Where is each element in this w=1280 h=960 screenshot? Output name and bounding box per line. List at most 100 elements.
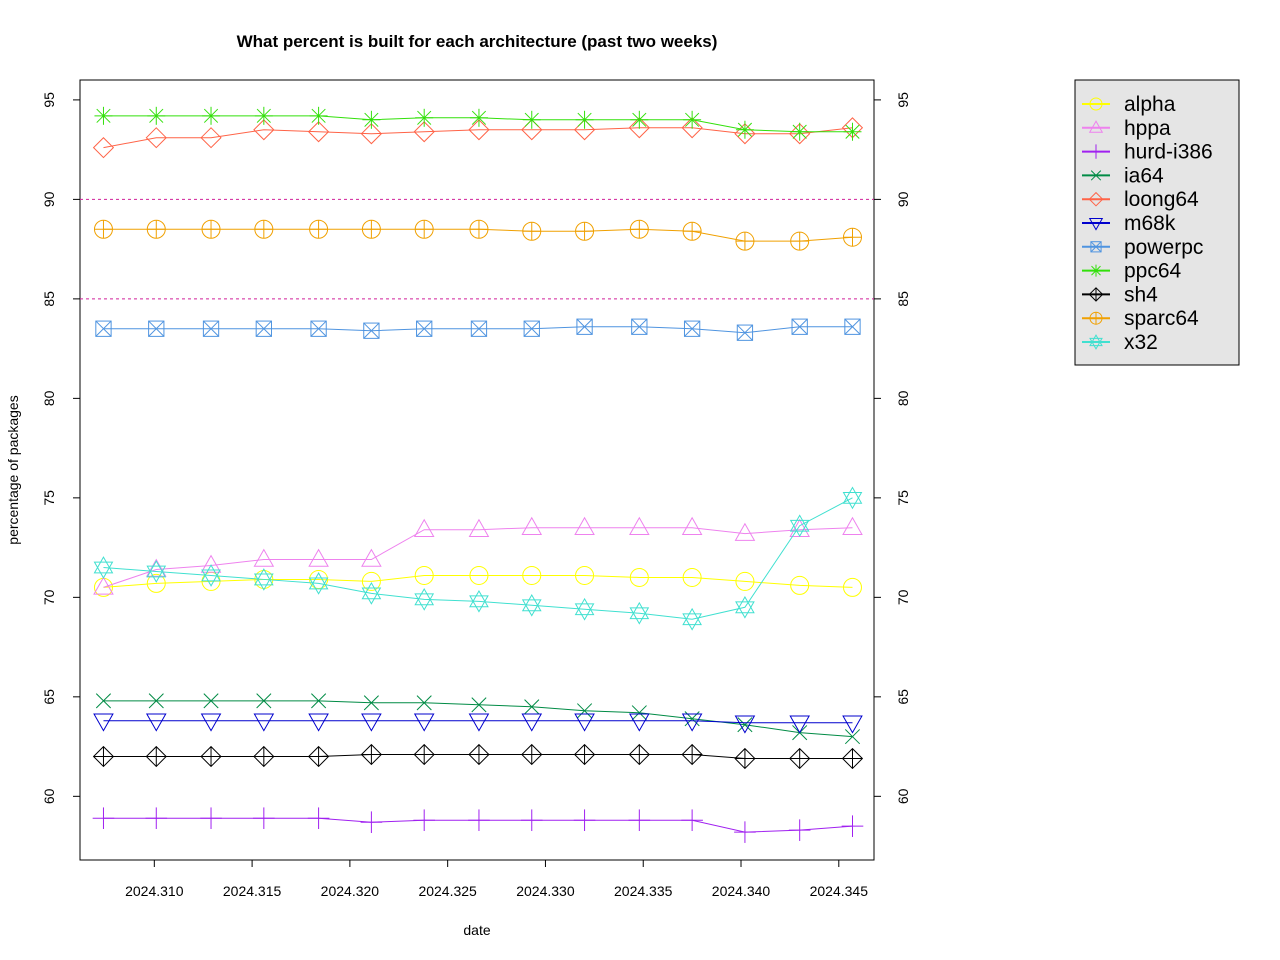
y-tick-label-right: 80 — [895, 390, 911, 406]
y-tick-label-left: 75 — [41, 490, 57, 506]
data-point-loong64 — [681, 117, 703, 139]
data-point-ia64 — [311, 693, 327, 709]
data-point-x32 — [842, 486, 863, 510]
data-point-ppc64 — [254, 106, 273, 125]
data-point-sh4 — [628, 743, 650, 766]
data-point-powerpc — [470, 320, 488, 337]
data-point-powerpc — [148, 320, 165, 337]
data-point-powerpc — [736, 324, 754, 341]
legend-item-alpha: alpha — [1082, 93, 1176, 116]
data-point-hurd-i386 — [573, 809, 596, 832]
legend-item-sparc64: sparc64 — [1082, 307, 1199, 330]
series-line-alpha — [103, 574, 853, 588]
y-tick-label-right: 75 — [895, 490, 911, 506]
data-point-ia64 — [256, 693, 272, 709]
legend-label: x32 — [1124, 331, 1158, 354]
data-point-loong64 — [360, 123, 383, 145]
legend-marker — [1088, 191, 1104, 207]
data-point-x32 — [93, 556, 114, 579]
data-point-hppa — [145, 558, 167, 577]
data-point-sparc64 — [361, 219, 381, 239]
series-sparc64 — [93, 219, 862, 251]
data-point-m68k — [734, 715, 756, 734]
data-point-alpha — [682, 567, 702, 587]
data-point-sh4 — [521, 743, 543, 766]
data-point-m68k — [200, 713, 222, 732]
data-point-ia64 — [577, 703, 593, 719]
data-point-hurd-i386 — [468, 809, 490, 832]
legend-label: m68k — [1124, 212, 1176, 235]
data-point-hppa — [521, 516, 543, 535]
data-point-loong64 — [200, 127, 222, 149]
data-point-sh4 — [92, 745, 115, 768]
legend-item-m68k: m68k — [1082, 212, 1176, 235]
legend-label: alpha — [1124, 93, 1176, 116]
data-point-hppa — [413, 518, 435, 537]
chart-title: What percent is built for each architect… — [237, 32, 718, 51]
data-point-ppc64 — [147, 106, 166, 125]
series-ppc64 — [94, 106, 862, 141]
reference-lines — [80, 198, 874, 300]
data-point-hppa — [361, 548, 382, 567]
series-powerpc — [95, 318, 861, 341]
y-axis-right: 60 65 70 75 80 85 90 95 — [874, 92, 911, 804]
data-point-x32 — [469, 589, 489, 613]
data-point-loong64 — [413, 121, 435, 143]
data-point-ia64 — [631, 705, 647, 721]
data-point-sh4 — [734, 747, 756, 770]
data-point-m68k — [93, 713, 114, 732]
data-point-hurd-i386 — [734, 821, 756, 843]
data-point-hurd-i386 — [788, 819, 811, 841]
data-point-m68k — [681, 713, 703, 732]
data-point-m68k — [574, 713, 595, 732]
x-tick-label: 2024.340 — [712, 883, 771, 899]
data-point-ppc64 — [522, 110, 541, 129]
data-point-hurd-i386 — [360, 811, 383, 833]
data-point-sparc64 — [146, 219, 166, 239]
data-point-ppc64 — [575, 110, 594, 129]
y-axis-left: 60 65 70 75 80 85 90 95 — [41, 92, 80, 804]
data-point-ppc64 — [735, 120, 754, 139]
data-point-x32 — [308, 572, 329, 595]
data-point-sh4 — [573, 743, 596, 766]
data-point-sparc64 — [629, 219, 649, 239]
legend-marker — [1090, 264, 1102, 277]
data-point-hppa — [574, 516, 595, 535]
y-tick-label-left: 90 — [41, 191, 57, 207]
data-point-alpha — [254, 569, 274, 589]
data-point-ia64 — [95, 693, 112, 709]
data-point-sh4 — [413, 743, 435, 766]
data-point-x32 — [201, 564, 221, 587]
legend-marker — [1089, 311, 1103, 325]
data-point-hppa — [93, 576, 114, 595]
legend-item-ppc64: ppc64 — [1082, 260, 1182, 283]
plot-frame — [79, 79, 875, 861]
x-axis: 2024.310 2024.315 2024.320 2024.325 2024.330… — [125, 860, 868, 899]
data-point-ia64 — [148, 693, 164, 709]
data-point-m68k — [842, 715, 863, 734]
data-point-powerpc — [523, 320, 540, 337]
data-point-ppc64 — [415, 108, 434, 127]
series-line-x32 — [103, 497, 853, 620]
data-point-hurd-i386 — [628, 809, 651, 832]
data-point-alpha — [146, 573, 166, 593]
legend-item-x32: x32 — [1082, 331, 1158, 354]
data-point-loong64 — [92, 137, 115, 159]
data-point-hurd-i386 — [413, 809, 435, 832]
data-point-x32 — [629, 601, 650, 625]
x-axis-label: date — [463, 922, 490, 938]
data-point-sparc64 — [735, 231, 755, 251]
data-point-powerpc — [576, 318, 593, 335]
data-point-sh4 — [789, 747, 811, 770]
data-point-hppa — [734, 522, 756, 541]
legend-label: hurd-i386 — [1124, 141, 1213, 164]
data-point-ia64 — [844, 729, 861, 745]
y-tick-label-right: 85 — [895, 291, 911, 307]
data-point-powerpc — [416, 320, 433, 337]
data-point-sparc64 — [522, 221, 542, 241]
y-tick-label-right: 60 — [895, 788, 911, 804]
data-point-ppc64 — [790, 122, 809, 141]
y-tick-label-left: 60 — [41, 788, 57, 804]
data-point-ia64 — [416, 695, 432, 711]
